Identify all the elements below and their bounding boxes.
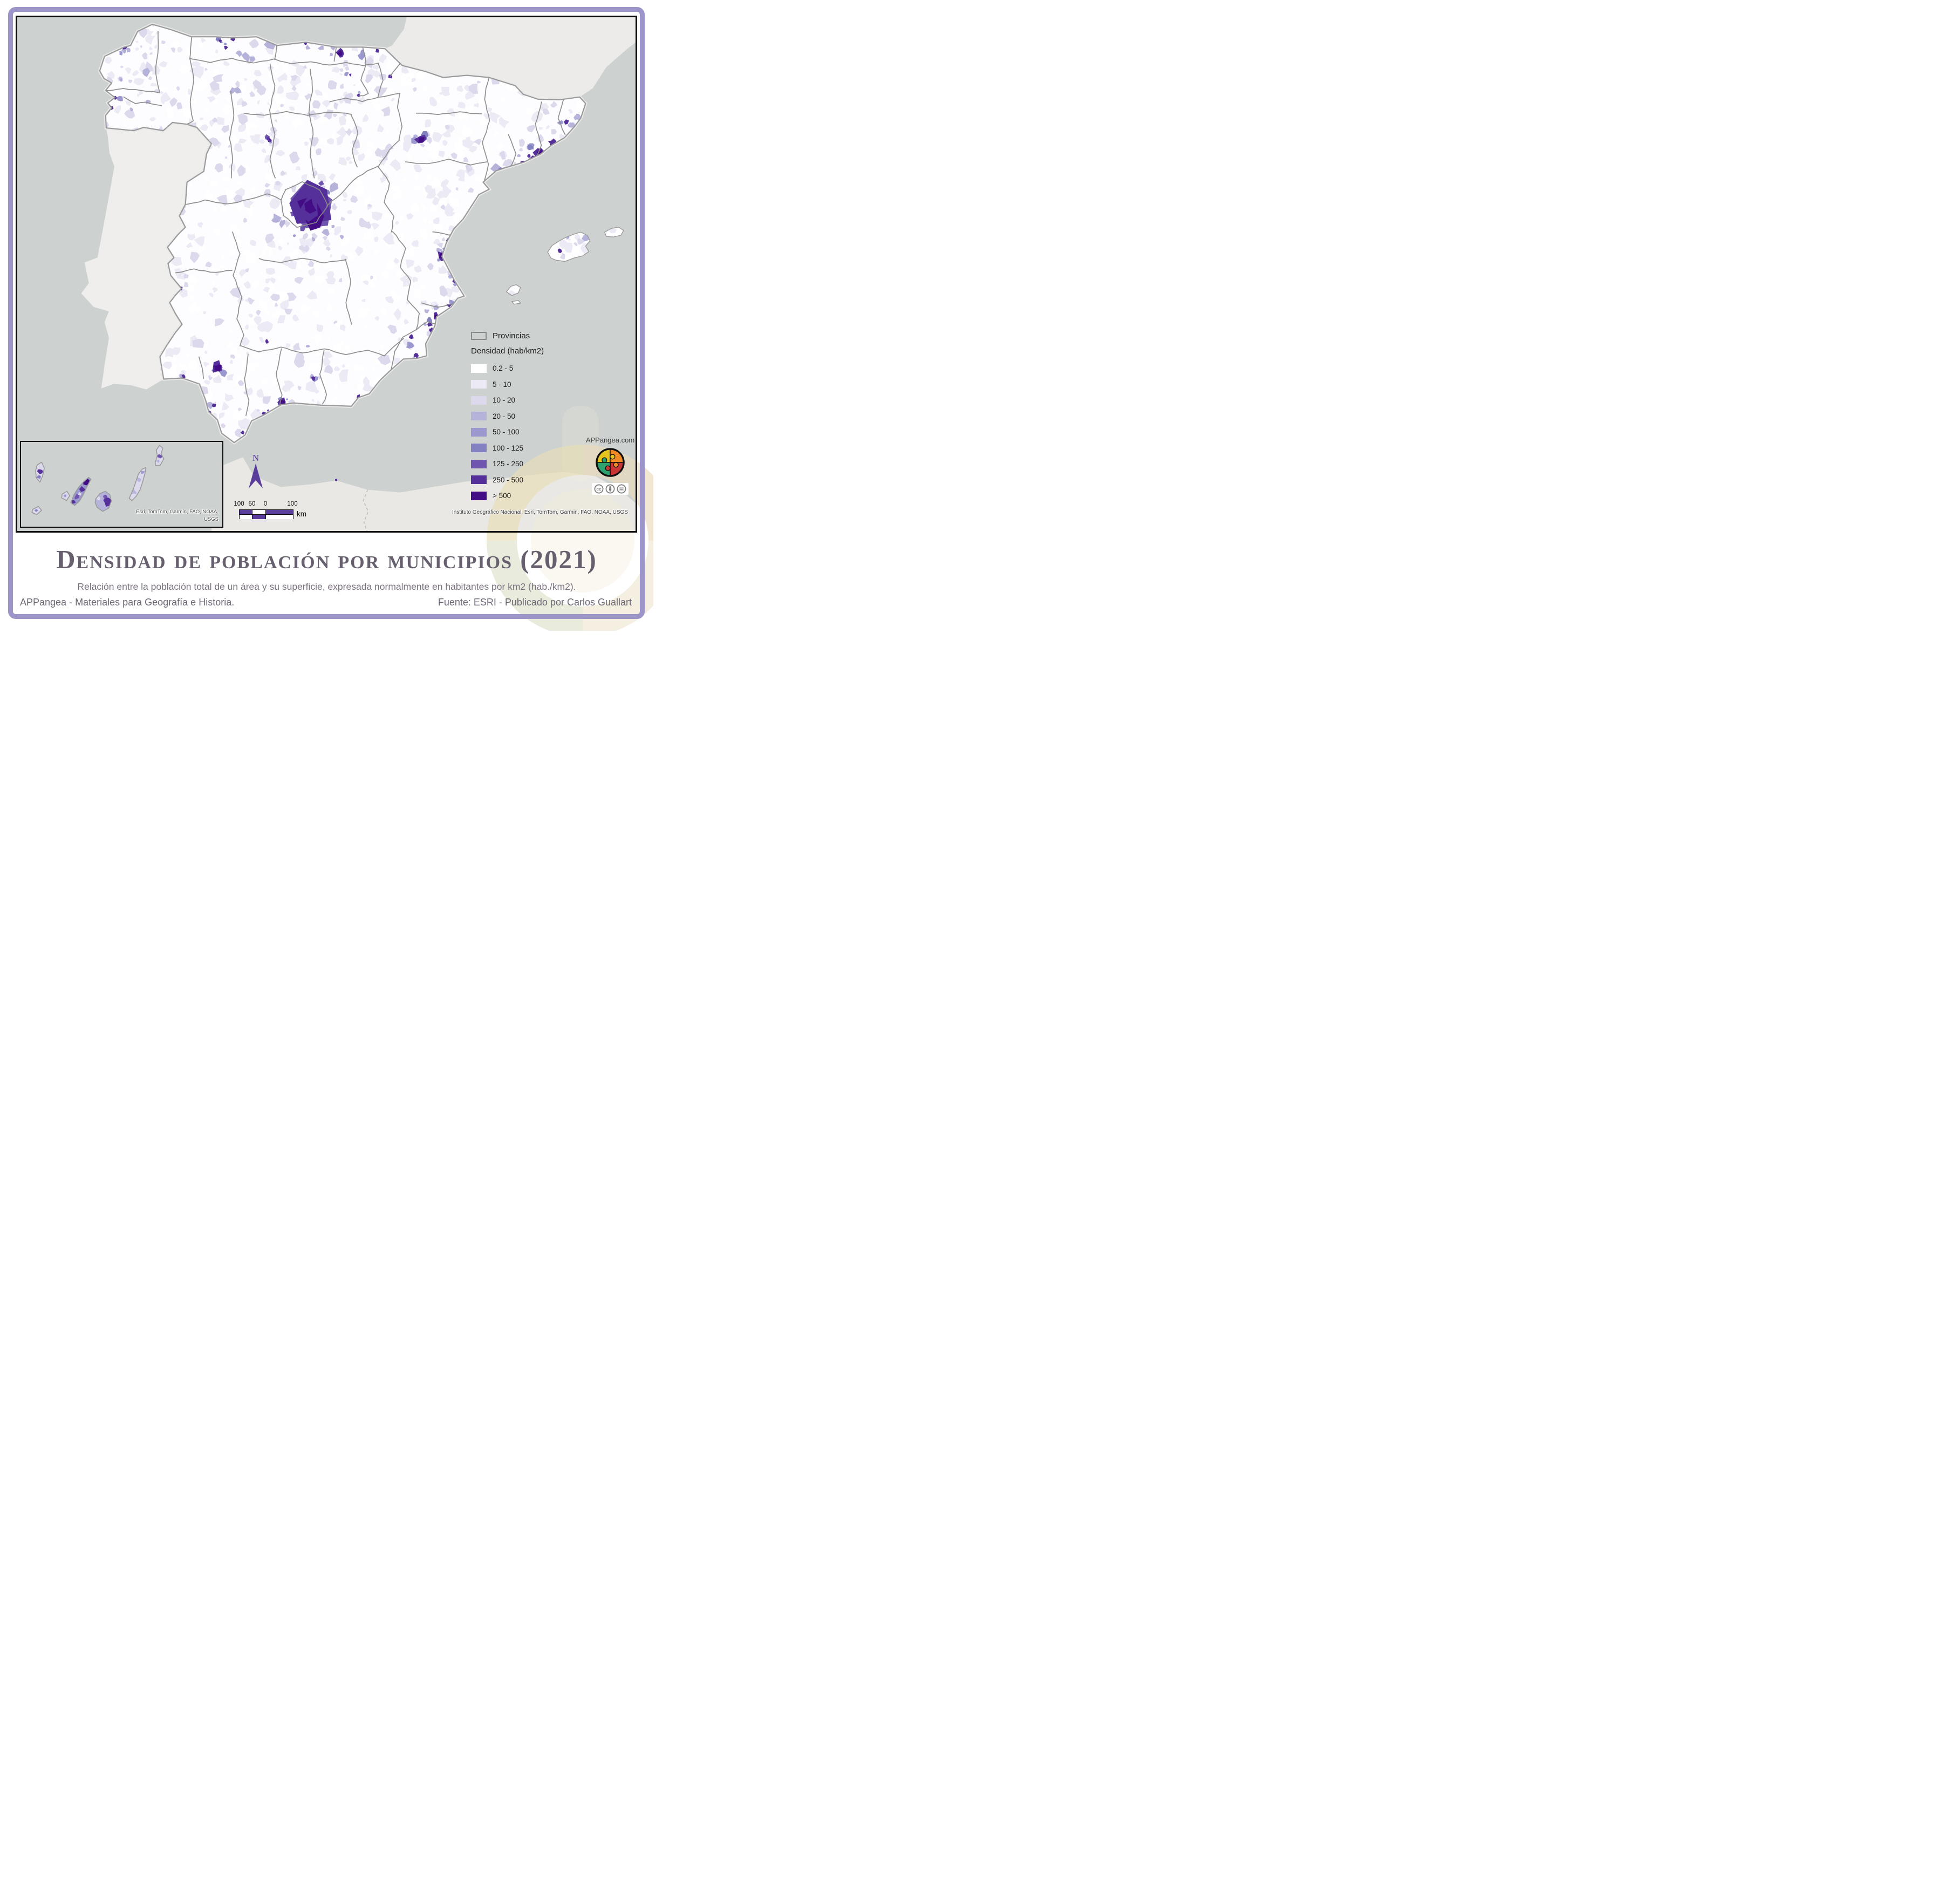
france-landmass bbox=[385, 17, 636, 100]
legend-swatch bbox=[471, 396, 487, 405]
legend-class-7: 250 - 500 bbox=[471, 472, 544, 488]
legend-label: 20 - 50 bbox=[493, 412, 516, 420]
melilla-dot bbox=[334, 479, 338, 481]
main-map bbox=[16, 16, 637, 533]
legend-label: 10 - 20 bbox=[493, 396, 516, 405]
formentera-coastline bbox=[511, 299, 522, 305]
legend-class-3: 20 - 50 bbox=[471, 408, 544, 425]
provinces-label: Provincias bbox=[493, 331, 530, 341]
legend-label: > 500 bbox=[493, 492, 511, 500]
legend-swatch bbox=[471, 459, 487, 468]
legend-class-0: 0.2 - 5 bbox=[471, 360, 544, 377]
north-arrow-icon bbox=[249, 464, 263, 488]
legend-density-title: Densidad (hab/km2) bbox=[471, 346, 544, 356]
scale-bar: 100 50 0 100 km bbox=[234, 501, 311, 521]
provinces-swatch bbox=[471, 331, 487, 340]
legend-swatch bbox=[471, 364, 487, 373]
page-title: Densidad de población por municipios (20… bbox=[56, 544, 597, 574]
footer-author: APPangea - Materiales para Geografía e H… bbox=[20, 597, 235, 608]
spain-coastline bbox=[99, 23, 586, 444]
north-label: N bbox=[252, 453, 259, 463]
scale-unit: km bbox=[297, 510, 306, 518]
poster-page: Provincias Densidad (hab/km2) 0.2 - 5 5 -… bbox=[0, 0, 653, 631]
legend-class-5: 100 - 125 bbox=[471, 440, 544, 457]
nd-icon bbox=[617, 484, 626, 494]
scale-tick: 50 bbox=[248, 501, 256, 507]
appangea-logo bbox=[596, 448, 625, 477]
footer-source: Fuente: ESRI - Publicado por Carlos Gual… bbox=[438, 597, 632, 608]
branding-block: APPangea.com cc bbox=[580, 436, 640, 495]
legend-swatch bbox=[471, 475, 487, 485]
legend-class-8: > 500 bbox=[471, 488, 544, 504]
legend-swatch bbox=[471, 412, 487, 421]
africa-landmass bbox=[211, 457, 636, 532]
mallorca-coastline bbox=[547, 231, 591, 262]
scale-tick: 0 bbox=[263, 501, 268, 507]
canary-islands-inset: Esri, TomTom, Garmin, FAO, NOAA, USGS bbox=[20, 441, 223, 528]
legend-swatch bbox=[471, 380, 487, 389]
scale-tick: 100 bbox=[234, 501, 244, 507]
scale-bar-graphic bbox=[239, 509, 293, 519]
legend-label: 100 - 125 bbox=[493, 444, 524, 452]
inset-attribution: Esri, TomTom, Garmin, FAO, NOAA, USGS bbox=[136, 508, 218, 523]
cc-icon: cc bbox=[594, 484, 604, 494]
ibiza-coastline bbox=[506, 284, 521, 296]
scale-tick: 100 bbox=[287, 501, 298, 507]
legend-class-4: 50 - 100 bbox=[471, 424, 544, 440]
page-subtitle: Relación entre la población total de un … bbox=[77, 581, 576, 592]
map-attribution: Instituto Geográfico Nacional, Esri, Tom… bbox=[452, 509, 628, 515]
legend-label: 125 - 250 bbox=[493, 460, 524, 468]
menorca-coastline bbox=[604, 227, 624, 237]
legend-swatch bbox=[471, 491, 487, 500]
north-arrow: N bbox=[246, 453, 265, 492]
legend-class-6: 125 - 250 bbox=[471, 456, 544, 472]
by-icon bbox=[605, 484, 615, 494]
legend-items: 0.2 - 5 5 - 10 10 - 20 20 - 50 50 - 100 100 -… bbox=[471, 360, 544, 504]
legend-swatch bbox=[471, 444, 487, 453]
legend-label: 0.2 - 5 bbox=[493, 364, 514, 373]
cc-license-strip: cc bbox=[592, 483, 629, 495]
legend-class-2: 10 - 20 bbox=[471, 392, 544, 408]
legend-provinces-row: Provincias bbox=[471, 330, 544, 341]
spain-density-map bbox=[16, 16, 637, 533]
appangea-site-label: APPangea.com bbox=[585, 436, 635, 444]
portugal-landmass bbox=[81, 122, 211, 390]
legend-label: 50 - 100 bbox=[493, 428, 520, 437]
svg-text:cc: cc bbox=[596, 487, 601, 492]
legend-class-1: 5 - 10 bbox=[471, 377, 544, 393]
legend-swatch bbox=[471, 427, 487, 437]
province-borders-layer bbox=[105, 31, 566, 416]
legend-label: 250 - 500 bbox=[493, 475, 524, 484]
canary-islands-map bbox=[21, 442, 222, 527]
map-legend: Provincias Densidad (hab/km2) 0.2 - 5 5 -… bbox=[471, 330, 544, 504]
legend-label: 5 - 10 bbox=[493, 380, 511, 389]
